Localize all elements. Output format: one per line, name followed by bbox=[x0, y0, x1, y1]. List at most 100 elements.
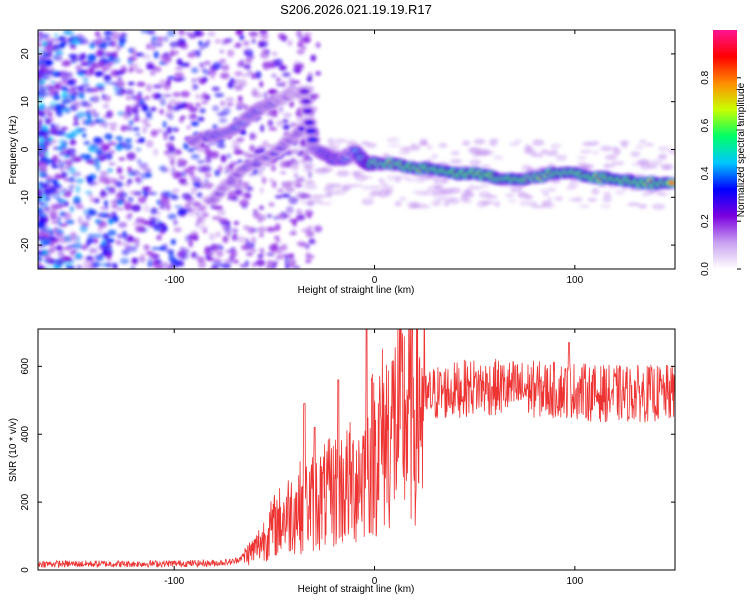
noise-blob bbox=[60, 102, 66, 111]
noise-blob bbox=[94, 218, 102, 225]
noise-blob bbox=[259, 187, 264, 194]
noise-blob bbox=[289, 100, 294, 108]
noise-blob bbox=[163, 132, 168, 141]
noise-blob bbox=[409, 143, 417, 148]
noise-blob bbox=[233, 149, 244, 155]
noise-blob bbox=[266, 213, 273, 219]
noise-blob bbox=[75, 204, 84, 210]
noise-blob bbox=[386, 174, 400, 182]
noise-blob bbox=[66, 236, 77, 243]
noise-blob bbox=[205, 94, 211, 101]
noise-blob bbox=[403, 146, 415, 152]
noise-blob bbox=[106, 238, 115, 244]
noise-blob bbox=[323, 186, 334, 192]
colorbar-tick-label: 0.6 bbox=[700, 118, 711, 132]
noise-blob bbox=[107, 168, 114, 173]
noise-blob bbox=[303, 183, 318, 190]
noise-blob bbox=[210, 150, 220, 159]
noise-blob bbox=[61, 61, 71, 67]
noise-blob bbox=[93, 136, 102, 143]
noise-blob bbox=[301, 228, 311, 233]
noise-blob bbox=[68, 53, 78, 59]
noise-blob bbox=[159, 61, 166, 65]
noise-blob bbox=[213, 257, 222, 263]
noise-blob bbox=[131, 50, 138, 56]
noise-blob bbox=[198, 40, 203, 46]
noise-blob bbox=[531, 205, 546, 209]
noise-blob bbox=[365, 142, 377, 148]
main-trace-core bbox=[305, 120, 314, 125]
noise-blob bbox=[48, 229, 55, 236]
noise-blob bbox=[239, 264, 250, 268]
noise-blob bbox=[326, 192, 333, 198]
noise-blob bbox=[438, 142, 448, 148]
noise-blob bbox=[100, 143, 111, 151]
noise-blob bbox=[86, 53, 94, 62]
noise-blob bbox=[132, 118, 141, 122]
noise-blob bbox=[273, 58, 283, 67]
noise-blob bbox=[239, 199, 249, 207]
noise-blob bbox=[143, 244, 150, 251]
noise-blob bbox=[75, 235, 80, 243]
noise-blob bbox=[127, 166, 132, 173]
noise-blob bbox=[226, 153, 232, 159]
noise-blob bbox=[70, 95, 76, 101]
snr-y-label: SNR (10 * v/v) bbox=[8, 418, 19, 482]
noise-blob bbox=[167, 145, 176, 154]
noise-blob bbox=[115, 136, 124, 141]
noise-blob bbox=[406, 201, 418, 205]
noise-blob bbox=[116, 233, 124, 239]
noise-blob bbox=[138, 137, 146, 144]
noise-blob bbox=[247, 70, 253, 75]
noise-blob bbox=[306, 75, 313, 83]
noise-blob bbox=[387, 143, 402, 148]
noise-blob bbox=[630, 151, 641, 158]
noise-blob bbox=[52, 179, 58, 186]
colorbar-ticks: 0.0 0.2 0.4 0.6 0.8 bbox=[700, 70, 741, 276]
noise-blob bbox=[249, 146, 254, 152]
noise-blob bbox=[54, 204, 64, 209]
noise-blob bbox=[98, 175, 107, 184]
noise-blob bbox=[658, 153, 668, 158]
noise-blob bbox=[131, 94, 137, 101]
noise-blob bbox=[166, 78, 172, 86]
snr-y-tick-label: 0 bbox=[20, 567, 31, 573]
noise-blob bbox=[207, 70, 217, 76]
noise-blob bbox=[219, 59, 227, 63]
noise-blob bbox=[627, 202, 641, 207]
noise-blob bbox=[72, 200, 82, 206]
noise-blob bbox=[188, 113, 198, 121]
noise-blob bbox=[51, 73, 60, 78]
noise-blob bbox=[134, 132, 141, 137]
noise-blob bbox=[166, 126, 172, 135]
noise-blob bbox=[599, 184, 607, 189]
noise-blob bbox=[261, 176, 267, 185]
noise-blob bbox=[237, 95, 243, 102]
noise-blob bbox=[110, 40, 118, 48]
noise-blob bbox=[293, 80, 301, 84]
noise-blob bbox=[38, 103, 46, 111]
noise-blob bbox=[76, 85, 84, 90]
noise-blob bbox=[77, 216, 83, 225]
noise-blob bbox=[191, 207, 200, 212]
noise-blob bbox=[184, 234, 192, 243]
noise-blob bbox=[127, 245, 138, 253]
noise-blob bbox=[104, 152, 113, 161]
noise-blob bbox=[45, 157, 51, 166]
noise-blob bbox=[204, 178, 209, 184]
spectrogram-y-tick-label: -10 bbox=[20, 190, 31, 205]
noise-blob bbox=[108, 122, 118, 126]
noise-blob bbox=[167, 103, 172, 111]
noise-blob bbox=[282, 124, 291, 130]
noise-blob bbox=[44, 116, 49, 120]
noise-blob bbox=[67, 219, 72, 225]
noise-blob bbox=[198, 63, 205, 67]
noise-blob bbox=[281, 118, 289, 124]
noise-blob bbox=[259, 30, 268, 35]
main-trace-core bbox=[303, 109, 312, 114]
noise-blob bbox=[61, 71, 67, 77]
noise-blob bbox=[275, 238, 281, 244]
noise-blob bbox=[539, 189, 550, 194]
noise-blob bbox=[102, 103, 110, 109]
noise-blob bbox=[192, 182, 202, 187]
